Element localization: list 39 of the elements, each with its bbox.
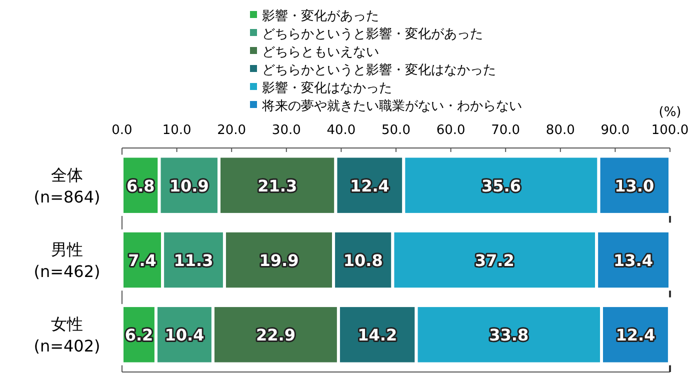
legend-label: 影響・変化があった [262, 8, 379, 24]
legend-label: どちらともいえない [262, 45, 379, 60]
y-tick-label: 全体 (n=864) [34, 165, 100, 206]
legend-label: どちらかというと影響・変化があった [262, 26, 483, 42]
x-tick-label: 50.0 [382, 123, 410, 138]
legend-label: 影響・変化はなかった [262, 80, 392, 96]
legend-label: どちらかというと影響・変化はなかった [262, 62, 496, 78]
data-label: 6.8 [126, 176, 155, 196]
data-label: 14.2 [358, 326, 398, 345]
data-label: 7.4 [128, 251, 156, 270]
x-tick-label: 70.0 [491, 123, 520, 138]
data-label: 12.4 [616, 326, 656, 345]
x-tick-label: 10.0 [162, 123, 192, 138]
data-label: 10.4 [164, 326, 204, 345]
x-tick-label: 90.0 [600, 123, 630, 138]
y-tick-label: 男性 (n=462) [34, 240, 100, 281]
data-label: 11.3 [174, 251, 214, 270]
x-tick-label: 60.0 [436, 123, 466, 138]
data-label: 35.6 [481, 176, 521, 196]
data-label: 13.0 [614, 176, 654, 196]
data-label: 22.9 [256, 326, 296, 345]
x-tick-label: 40.0 [326, 123, 356, 138]
data-label: 12.4 [350, 176, 390, 196]
data-label: 37.2 [474, 251, 514, 270]
data-label: 19.9 [259, 251, 299, 270]
x-tick-label: 0.0 [112, 123, 132, 138]
x-tick-label: 80.0 [546, 123, 575, 138]
x-tick-label: 20.0 [217, 123, 246, 138]
x-tick-label: 100.0 [651, 123, 689, 138]
data-label: 10.9 [169, 176, 209, 196]
data-label: 6.2 [124, 326, 154, 345]
y-tick-label: 女性 (n=402) [34, 314, 100, 356]
legend-label: 将来の夢や就きたい職業がない・わからない [261, 99, 522, 114]
data-label: 21.3 [258, 176, 298, 196]
x-tick-label: 30.0 [272, 123, 301, 138]
x-axis-title: (%) [658, 105, 682, 120]
data-label: 33.8 [489, 326, 529, 345]
data-label: 10.8 [343, 251, 383, 270]
data-label: 13.4 [614, 251, 654, 270]
